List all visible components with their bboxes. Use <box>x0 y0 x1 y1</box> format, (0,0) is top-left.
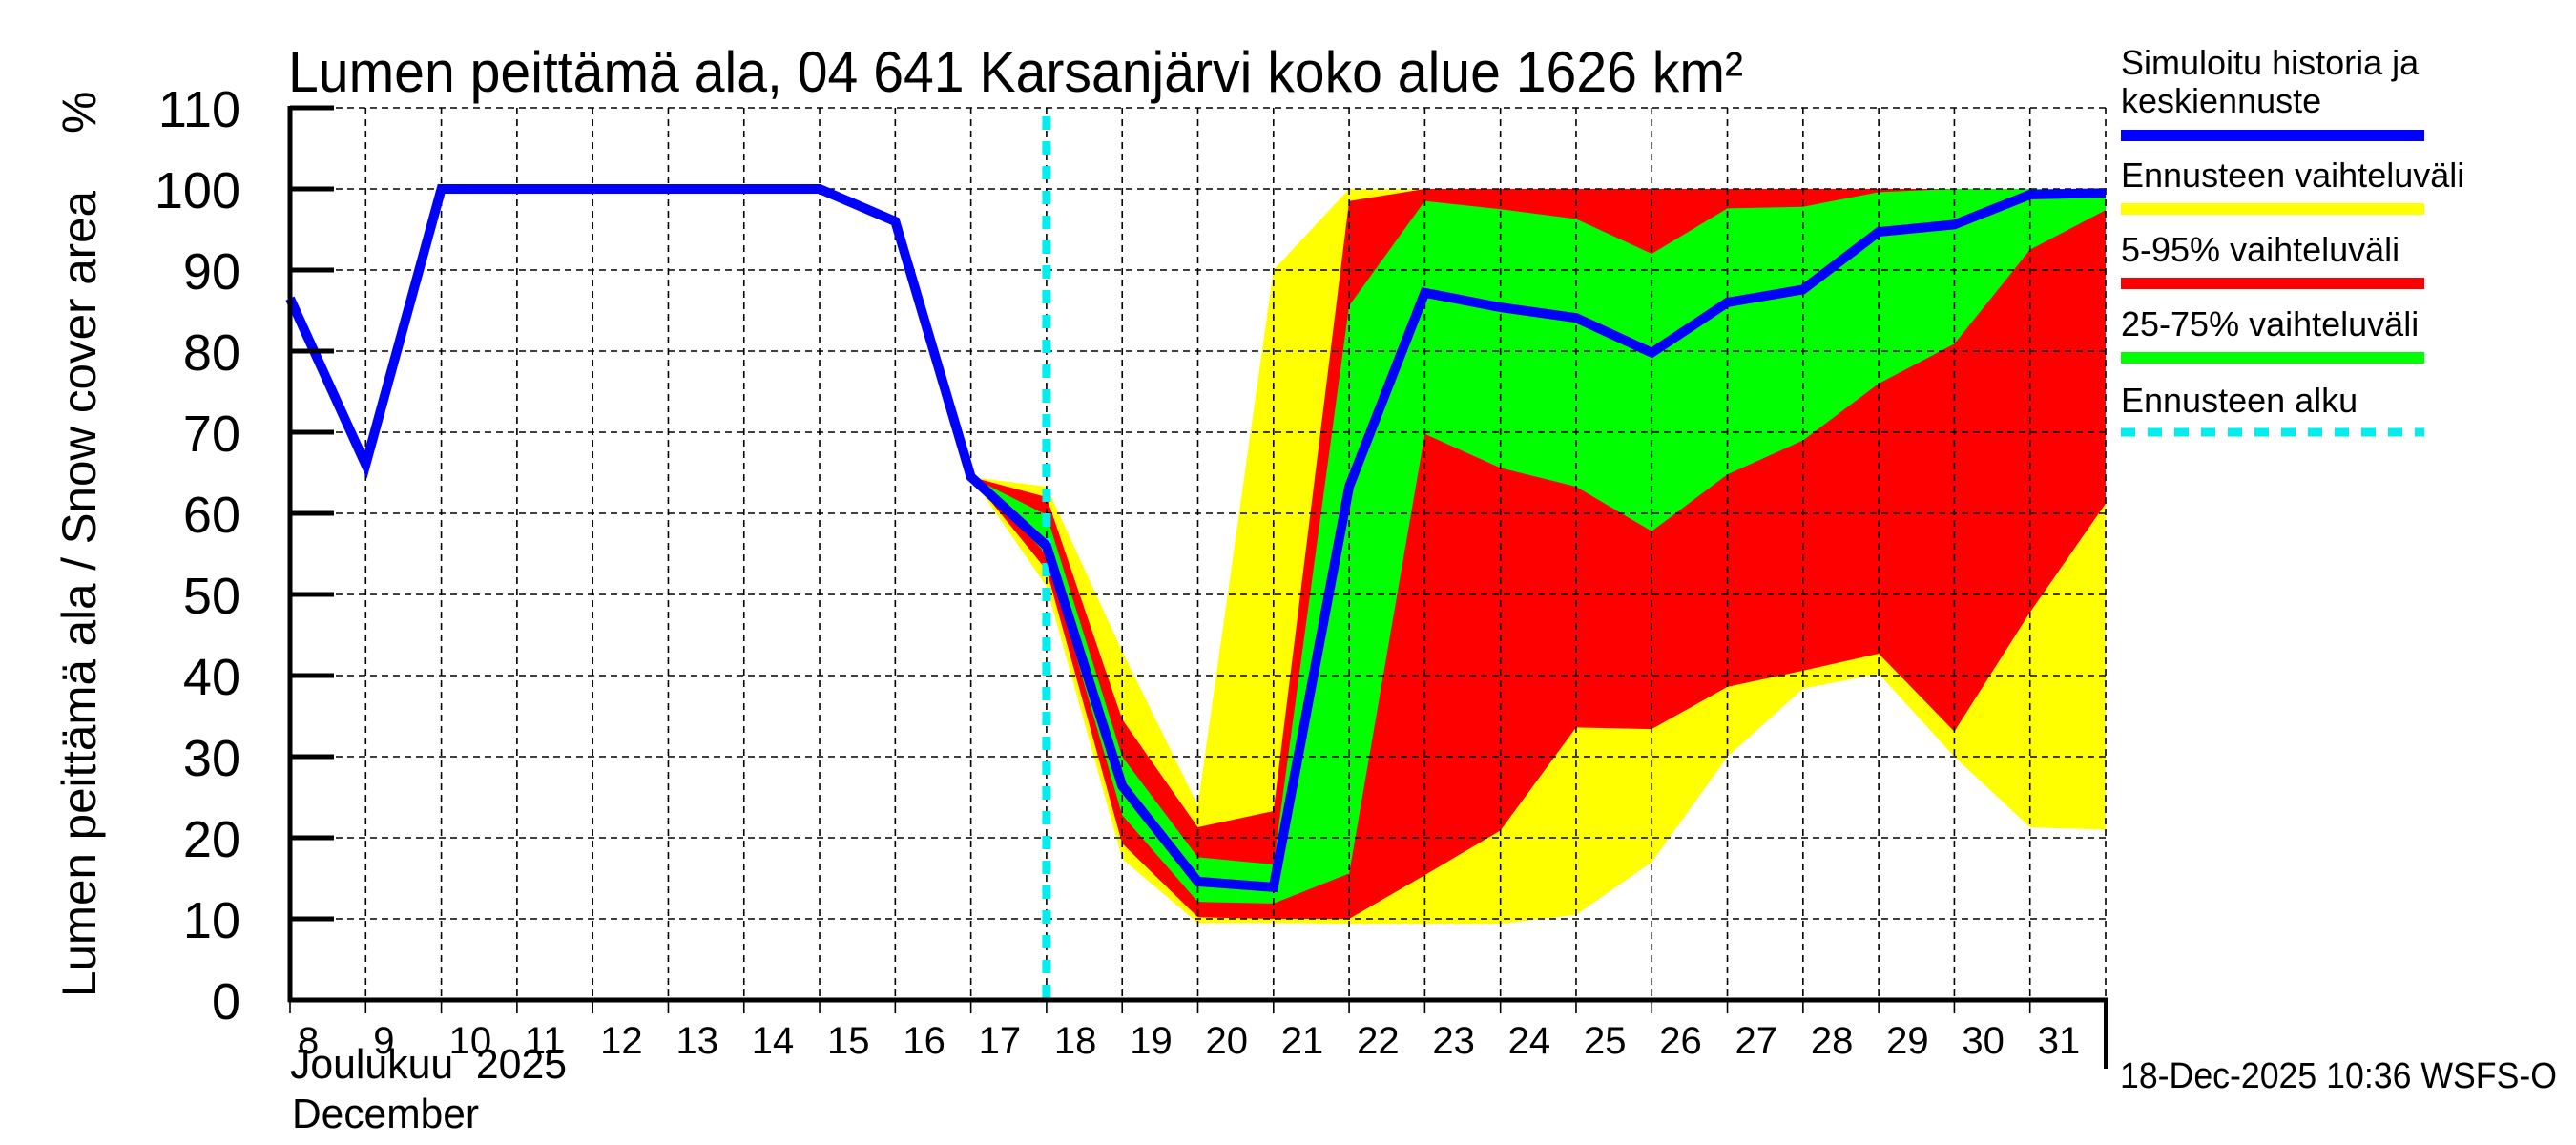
x-tick-labels: 8 9 10 11 12 13 14 15 16 17 18 19 20 21 22 23 24 25 26 27 28… <box>298 1020 2080 1062</box>
grid-lines <box>290 107 2107 1000</box>
legend-label: Simuloitu historia ja <box>2121 43 2420 82</box>
x-axis-month-label-en: December <box>292 1091 479 1137</box>
band-range-25-75 <box>970 189 2106 904</box>
y-tick-label: 70 <box>183 406 240 463</box>
chart-title: Lumen peittämä ala, 04 641 Karsanjärvi k… <box>288 40 1743 104</box>
y-tick-label: 90 <box>183 243 240 301</box>
axes <box>287 105 2108 1069</box>
x-tick-label: 10 <box>449 1020 492 1062</box>
y-tick-label: 100 <box>155 162 240 219</box>
legend-label: Ennusteen alku <box>2121 381 2358 420</box>
legend-item: Ennusteen alku <box>2121 381 2424 437</box>
x-tick-label: 12 <box>600 1020 643 1062</box>
x-tick-label: 27 <box>1735 1020 1778 1062</box>
x-axis-month-label: Joulukuu 2025 <box>290 1041 567 1088</box>
x-tick-label: 26 <box>1659 1020 1702 1062</box>
x-tick-label: 18 <box>1054 1020 1097 1062</box>
x-tick-label: 24 <box>1508 1020 1551 1062</box>
x-tick-label: 11 <box>525 1020 565 1062</box>
legend-label: keskiennuste <box>2121 81 2321 120</box>
x-tick-label: 25 <box>1584 1020 1627 1062</box>
x-tick-label: 20 <box>1206 1020 1249 1062</box>
legend-item: 5-95% vaihteluväli <box>2121 230 2424 289</box>
x-tick-label: 28 <box>1811 1020 1854 1062</box>
x-tick-label: 9 <box>373 1020 394 1062</box>
y-tick-label: 10 <box>183 892 240 949</box>
y-tick-label: 0 <box>212 973 240 1030</box>
y-tick-label: 20 <box>183 811 240 868</box>
legend-label: 25-75% vaihteluväli <box>2121 304 2419 344</box>
x-tick-label: 15 <box>827 1020 870 1062</box>
legend-label: 5-95% vaihteluväli <box>2121 230 2399 269</box>
x-tick-label: 14 <box>752 1020 795 1062</box>
timestamp: 18-Dec-2025 10:36 WSFS-O <box>2120 1056 2557 1096</box>
x-tick-label: 21 <box>1281 1020 1324 1062</box>
series-lines <box>285 116 2107 1000</box>
legend-item: 25-75% vaihteluväli <box>2121 304 2424 364</box>
x-tick-label: 22 <box>1357 1020 1400 1062</box>
y-tick-label: 110 <box>158 81 240 138</box>
y-tick-labels: 0 10 20 30 40 50 60 70 80 90 100 110 <box>155 81 240 1030</box>
x-tick-label: 19 <box>1130 1020 1173 1062</box>
x-tick-label: 8 <box>298 1020 319 1062</box>
y-axis-label: Lumen peittämä ala / Snow cover area <box>52 191 106 997</box>
y-tick-label: 40 <box>183 649 240 706</box>
x-tick-label: 30 <box>1962 1020 2005 1062</box>
y-tick-label: 60 <box>183 487 240 544</box>
y-tick-label: 80 <box>183 324 240 382</box>
x-tick-label: 17 <box>979 1020 1022 1062</box>
legend-label: Ennusteen vaihteluväli <box>2121 156 2464 195</box>
x-tick-label: 16 <box>903 1020 945 1062</box>
x-tick-label: 29 <box>1886 1020 1929 1062</box>
legend-item: Ennusteen vaihteluväli <box>2121 156 2464 215</box>
x-tick-label: 13 <box>675 1020 718 1062</box>
x-tick-label: 31 <box>2038 1020 2081 1062</box>
y-tick-label: 50 <box>183 568 240 625</box>
x-tick-label: 23 <box>1432 1020 1475 1062</box>
y-tick-label: 30 <box>183 730 240 787</box>
y-axis-unit: % <box>52 92 106 134</box>
forecast-bands <box>970 189 2106 925</box>
